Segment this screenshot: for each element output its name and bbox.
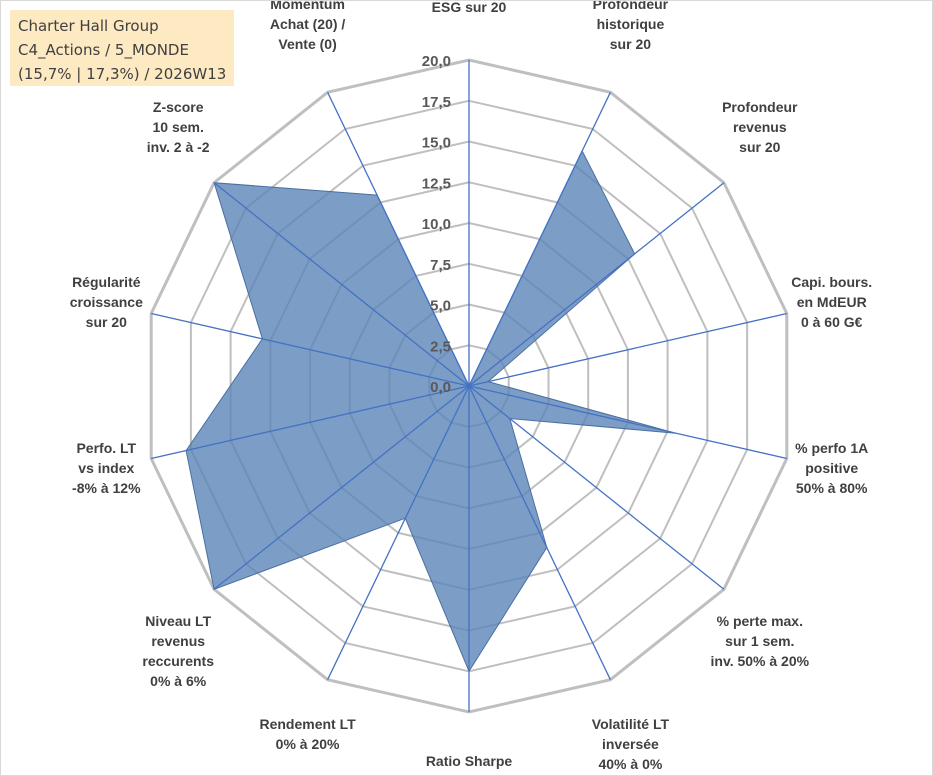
axis-label-12: Z-score 10 sem. inv. 2 à -2 [147,99,210,155]
axis-label-5: % perte max. sur 1 sem. inv. 50% à 20% [711,613,810,669]
axis-label-line: Ratio Sharpe [426,753,513,769]
axis-label-3: Capi. bours. en MdEUR 0 à 60 G€ [791,274,872,330]
title-stats: (15,7% | 17,3%) / 2026W13 [18,65,227,83]
axis-label-6: Volatilité LT inversée 40% à 0% [592,716,670,772]
tick-label: 7,5 [430,257,451,274]
label-layer: NoteESG sur 20 Profondeur historique sur 20… [70,1,872,775]
axis-label-line: 0% à 20% [276,736,340,752]
axis-label-1: Profondeur historique sur 20 [593,1,669,52]
tick-label: 0,0 [430,379,451,396]
axis-label-line: revenus [733,119,787,135]
axis-label-line: Niveau LT [145,613,211,629]
axis-spoke-9 [213,385,470,590]
axis-label-7: Ratio Sharpe 0 à 1 [426,753,513,775]
tick-layer: 0,0 2,5 5,0 7,5 10,0 12,5 15,0 17,5 20,0 [422,53,451,396]
axis-label-line: sur 1 sem. [725,633,794,649]
axis-label-line: positive [805,460,858,476]
tick-label: 5,0 [430,298,451,315]
axis-label-line: Rendement LT [259,716,356,732]
axis-label-line: Volatilité LT [592,716,670,732]
axis-label-line: 50% à 80% [796,480,868,496]
axis-label-line: Momentum [270,1,345,12]
tick-label: 12,5 [422,175,451,192]
axis-label-line: ESG sur 20 [432,1,507,15]
axis-spoke-2 [468,182,725,387]
axis-spoke-6 [468,385,611,680]
axis-label-13: Momentum Achat (20) / Vente (0) [270,1,346,52]
title-company: Charter Hall Group [18,17,159,35]
axis-label-line: sur 20 [86,314,127,330]
axis-label-line: Régularité [72,274,141,290]
axis-spoke-12 [213,182,470,387]
axis-label-line: inv. 50% à 20% [711,653,810,669]
tick-label: 17,5 [422,94,451,111]
axis-label-line: Perfo. LT [76,440,136,456]
axis-layer [151,60,787,712]
axis-spoke-10 [151,385,470,460]
axis-label-line: -8% à 12% [72,480,141,496]
axis-label-0: NoteESG sur 20 [432,1,507,15]
axis-spoke-8 [327,385,470,680]
axis-label-line: Achat (20) / [270,16,346,32]
axis-label-line: inv. 2 à -2 [147,139,210,155]
axis-label-11: Régularité croissance sur 20 [70,274,143,330]
axis-label-line: % perfo 1A [795,440,868,456]
axis-spoke-4 [468,385,787,460]
axis-label-4: % perfo 1A positive 50% à 80% [795,440,868,496]
tick-label: 10,0 [422,216,451,233]
axis-spoke-3 [468,312,787,387]
axis-label-line: sur 20 [610,36,651,52]
axis-label-9: Niveau LT revenus reccurents 0% à 6% [142,613,214,689]
axis-label-line: Capi. bours. [791,274,872,290]
axis-label-line: 40% à 0% [598,756,662,772]
axis-label-line: Profondeur [593,1,669,12]
axis-label-line: 10 sem. [153,119,204,135]
axis-label-line: reccurents [142,653,214,669]
tick-label: 15,0 [422,135,451,152]
axis-spoke-11 [151,312,470,387]
title-box: Charter Hall Group C4_Actions / 5_MONDE … [10,10,234,86]
tick-label: 2,5 [430,338,451,355]
axis-label-line: Profondeur [722,99,798,115]
axis-label-line: sur 20 [739,139,780,155]
axis-label-10: Perfo. LT vs index -8% à 12% [72,440,141,496]
title-portfolio: C4_Actions / 5_MONDE [18,41,189,59]
axis-label-8: Rendement LT 0% à 20% [259,716,356,752]
axis-label-line: 0% à 6% [150,673,207,689]
axis-label-line: croissance [70,294,143,310]
axis-label-2: Profondeur revenus sur 20 [722,99,798,155]
axis-label-line: 0 à 60 G€ [801,314,863,330]
axis-label-line: en MdEUR [797,294,867,310]
axis-label-line: historique [597,16,665,32]
axis-label-line: revenus [151,633,205,649]
axis-spoke-5 [468,385,725,590]
axis-spoke-13 [327,92,470,387]
axis-label-line: vs index [78,460,134,476]
tick-label: 20,0 [422,53,451,70]
axis-label-line: Z-score [153,99,204,115]
axis-label-line: inversée [602,736,659,752]
axis-label-line: % perte max. [717,613,803,629]
axis-spoke-1 [468,92,611,387]
axis-label-line: 0 à 1 [453,773,484,775]
axis-label-line: Vente (0) [278,36,336,52]
